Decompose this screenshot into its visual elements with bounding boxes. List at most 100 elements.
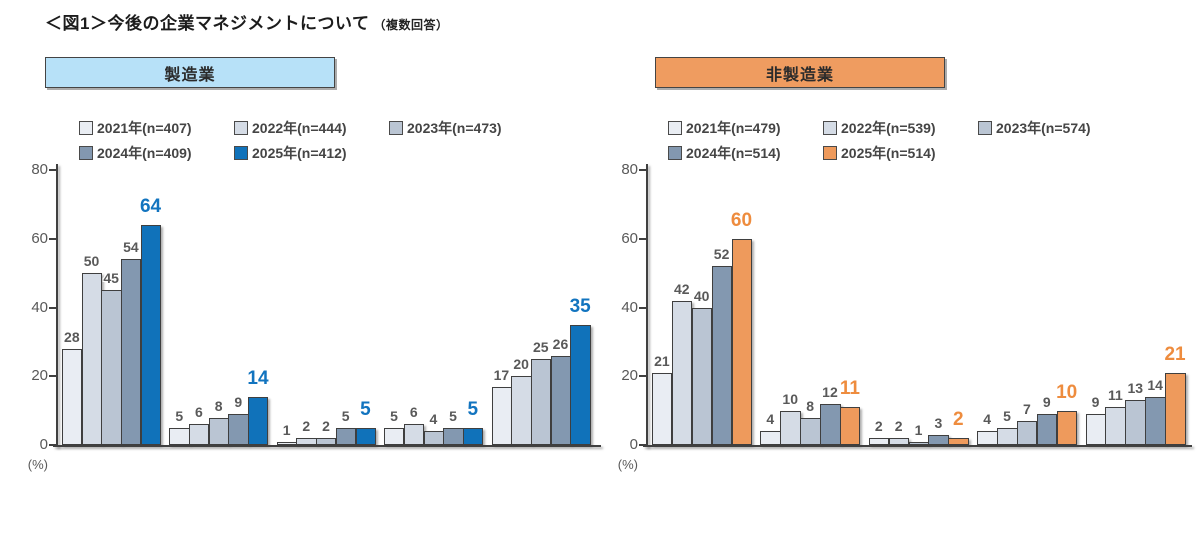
bar-value-label: 5 (1003, 407, 1011, 424)
bar-value-label: 21 (1164, 343, 1186, 365)
bar (570, 324, 591, 445)
figure-title-text: ＜図1＞今後の企業マネジメントについて (45, 14, 370, 33)
bar-value-label: 12 (822, 383, 838, 400)
legend-label: 2023年(n=473) (407, 119, 502, 136)
legend-item: 2021年(n=479) (668, 118, 823, 138)
bar (169, 427, 190, 445)
bar-value-label: 5 (360, 398, 371, 420)
bar-value-label: 11 (1108, 387, 1123, 404)
bar (550, 355, 571, 445)
bar-value-label: 5 (467, 398, 479, 420)
bar-value-label: 2 (874, 418, 883, 435)
bar-value-label: 21 (654, 352, 670, 369)
bar-value-label: 5 (390, 407, 398, 424)
bar-value-label: 8 (214, 397, 223, 414)
bar-value-label: 26 (552, 335, 569, 352)
legend-item: 2023年(n=574) (978, 118, 1133, 138)
legend-item: 2022年(n=444) (234, 118, 389, 138)
legend-item: 2021年(n=407) (79, 118, 234, 138)
y-axis-tick-label: 80 (621, 161, 638, 178)
x-axis-line (53, 445, 601, 447)
bar-value-label: 9 (1091, 394, 1100, 411)
legend-label: 2025年(n=412) (252, 144, 347, 161)
bar (316, 438, 337, 445)
y-axis-tick-label: 20 (31, 367, 48, 385)
bar (888, 438, 910, 445)
bar-value-label: 17 (493, 366, 510, 383)
bar-value-label: 9 (1042, 394, 1051, 411)
bar (423, 431, 444, 445)
y-axis-tick-mark (49, 306, 56, 309)
y-axis-tick-label: 0 (629, 436, 638, 453)
y-axis-tick-mark (639, 237, 646, 240)
legend-row: 2024年(n=409) 2025年(n=412) (79, 140, 544, 165)
y-axis-tick-label: 60 (621, 229, 638, 247)
bar-value-label: 6 (195, 404, 203, 421)
legend-item: 2025年(n=412) (234, 143, 389, 163)
bar (800, 417, 821, 445)
bar (248, 396, 269, 445)
legend-label: 2021年(n=407) (97, 119, 192, 136)
legend-swatch-icon (668, 145, 682, 160)
legend-label: 2024年(n=514) (686, 144, 781, 161)
bar (140, 225, 161, 445)
y-axis-tick-mark (639, 169, 646, 171)
legend-swatch-icon (234, 120, 248, 135)
bar (1085, 414, 1107, 445)
x-axis-line (643, 445, 1192, 447)
bar-value-label: 11 (839, 378, 860, 400)
bar-value-label: 1 (914, 421, 923, 438)
legend-label: 2022年(n=539) (841, 119, 936, 136)
bar (384, 427, 405, 445)
bar (691, 307, 713, 445)
y-axis-tick-label: 80 (31, 161, 48, 178)
bar (839, 407, 861, 445)
bar-value-label: 40 (693, 287, 710, 304)
bar (62, 348, 83, 445)
bar (760, 431, 781, 445)
bar-value-label: 2 (322, 418, 330, 435)
y-axis-tick-mark (49, 237, 56, 240)
bar-value-label: 5 (449, 407, 457, 424)
y-axis-unit-label: (%) (617, 457, 638, 472)
legend-swatch-icon (978, 120, 992, 135)
bar-value-label: 20 (513, 356, 529, 373)
bar (731, 238, 752, 445)
legend-item: 2024年(n=409) (79, 143, 234, 163)
bar-value-label: 2 (302, 418, 311, 435)
bar-value-label: 14 (247, 367, 269, 389)
bar-value-label: 3 (934, 414, 943, 431)
bar-value-label: 45 (103, 270, 119, 287)
bar-value-label: 28 (64, 328, 80, 345)
bar-value-label: 42 (674, 280, 690, 297)
y-axis-tick-mark (639, 375, 646, 378)
bar (1145, 396, 1166, 445)
legend-swatch-icon (79, 120, 93, 135)
bar (443, 427, 464, 445)
bar-value-label: 8 (806, 397, 814, 414)
manufacturing-header: 製造業 (45, 57, 335, 88)
legend-label: 2025年(n=514) (841, 144, 936, 161)
legend-swatch-icon (823, 120, 837, 135)
bar (868, 438, 890, 445)
bar (355, 427, 376, 445)
y-axis-tick-mark (49, 444, 56, 446)
legend-label: 2023年(n=574) (996, 119, 1091, 136)
bar-value-label: 9 (234, 394, 243, 411)
bar-value-label: 1 (282, 421, 291, 438)
figure-title: ＜図1＞今後の企業マネジメントについて （複数回答） (45, 9, 448, 34)
bar (1056, 410, 1078, 445)
bar (81, 273, 102, 445)
bar (1036, 414, 1058, 445)
bar-value-label: 25 (533, 339, 549, 356)
bar (121, 259, 142, 445)
legend-item: 2022年(n=539) (823, 118, 978, 138)
legend-label: 2021年(n=479) (686, 119, 781, 136)
y-axis-tick-label: 20 (621, 367, 638, 385)
bar-value-label: 52 (713, 246, 730, 263)
bar-value-label: 2 (952, 409, 964, 431)
bar (101, 290, 122, 445)
non-manufacturing-legend: 2021年(n=479) 2022年(n=539) 2023年(n=574) 2024… (668, 115, 1133, 165)
bar-value-label: 4 (429, 411, 438, 428)
bar-value-label: 13 (1127, 380, 1144, 397)
